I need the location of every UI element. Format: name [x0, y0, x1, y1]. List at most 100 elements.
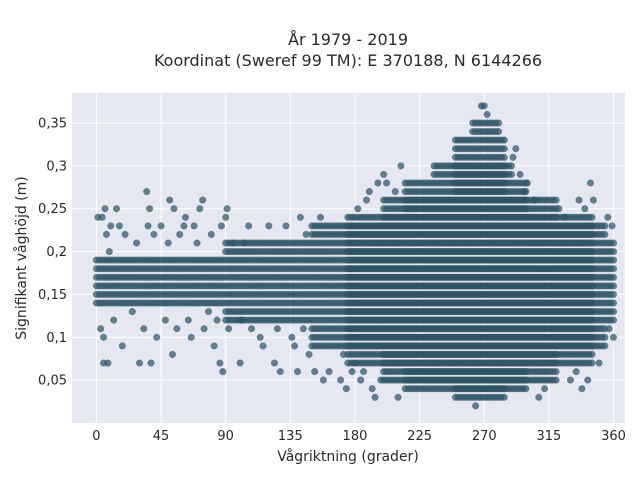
data-point [609, 282, 618, 290]
data-point [190, 222, 198, 230]
data-point [520, 188, 529, 196]
data-point [181, 213, 190, 221]
x-tick-label: 90 [217, 429, 234, 444]
data-points [92, 102, 618, 410]
data-point [368, 385, 376, 393]
data-point [217, 222, 225, 230]
y-tick-label: 0,35 [38, 117, 67, 132]
data-point [161, 316, 169, 324]
data-point [588, 248, 596, 256]
data-point [588, 265, 596, 273]
data-point [500, 179, 508, 187]
data-point [552, 213, 560, 221]
data-point [512, 145, 520, 153]
data-point [609, 333, 618, 341]
data-point [522, 205, 530, 213]
data-point [530, 196, 539, 204]
data-point [354, 205, 362, 213]
data-point [240, 239, 248, 247]
data-point [507, 162, 516, 170]
x-tick-label: 225 [407, 429, 432, 444]
data-point [397, 162, 405, 170]
y-tick-label: 0,05 [38, 374, 67, 389]
data-point [500, 385, 508, 393]
data-point [102, 230, 111, 238]
data-point [541, 385, 549, 393]
data-point [371, 393, 379, 401]
data-point [296, 213, 304, 221]
data-point [601, 230, 609, 238]
data-point [180, 222, 188, 230]
data-point [291, 342, 299, 350]
data-point [222, 213, 230, 221]
data-point [210, 342, 218, 350]
data-point [150, 230, 158, 238]
data-point [480, 102, 488, 110]
data-point [522, 368, 530, 376]
data-point [219, 368, 227, 376]
data-point [500, 393, 508, 401]
data-point [588, 299, 596, 307]
data-point [608, 222, 616, 230]
data-point [383, 179, 391, 187]
data-point [495, 128, 503, 136]
data-point [522, 376, 530, 384]
x-tick-label: 135 [278, 429, 303, 444]
data-point [225, 325, 233, 333]
data-point [245, 222, 253, 230]
data-point [588, 222, 596, 230]
data-point [609, 273, 618, 281]
data-point [566, 376, 574, 384]
data-point [365, 188, 373, 196]
data-point [223, 205, 231, 213]
data-point [584, 376, 592, 384]
data-point [247, 325, 256, 333]
data-point [552, 359, 560, 367]
data-point [516, 170, 524, 178]
data-point [500, 170, 508, 178]
data-point [299, 325, 307, 333]
data-point [500, 145, 508, 153]
data-point [110, 316, 118, 324]
y-tick-label: 0,1 [46, 331, 67, 346]
y-tick-label: 0,15 [38, 288, 67, 303]
data-point [360, 368, 368, 376]
data-point [256, 333, 264, 341]
data-point [339, 350, 348, 358]
data-point [196, 205, 204, 213]
data-point [316, 213, 325, 221]
data-point [588, 308, 596, 316]
data-point [100, 333, 108, 341]
data-point [581, 205, 589, 213]
data-point [173, 325, 181, 333]
data-point [164, 239, 172, 247]
data-point [305, 350, 313, 358]
data-point [588, 213, 596, 221]
data-point [105, 248, 113, 256]
y-tick-labels: 0,050,10,150,20,250,30,35 [38, 117, 67, 389]
data-point [588, 316, 596, 324]
data-point [575, 196, 583, 204]
data-point [609, 316, 618, 324]
data-point [348, 368, 356, 376]
x-tick-label: 45 [153, 429, 170, 444]
data-point [276, 368, 284, 376]
data-point [342, 385, 350, 393]
data-point [273, 325, 281, 333]
data-point [588, 333, 596, 341]
data-point [259, 342, 267, 350]
data-point [157, 222, 165, 230]
data-point [107, 222, 115, 230]
x-tick-labels: 0 45 90 135 180 225 270 315 360 [92, 429, 626, 444]
data-point [601, 222, 609, 230]
data-point [588, 359, 596, 367]
data-point [98, 213, 106, 221]
x-tick-label: 0 [92, 429, 100, 444]
data-point [572, 368, 580, 376]
data-point [589, 196, 597, 204]
y-tick-label: 0,25 [38, 202, 67, 217]
data-point [561, 213, 569, 221]
data-point [609, 299, 618, 307]
data-point [362, 196, 371, 204]
